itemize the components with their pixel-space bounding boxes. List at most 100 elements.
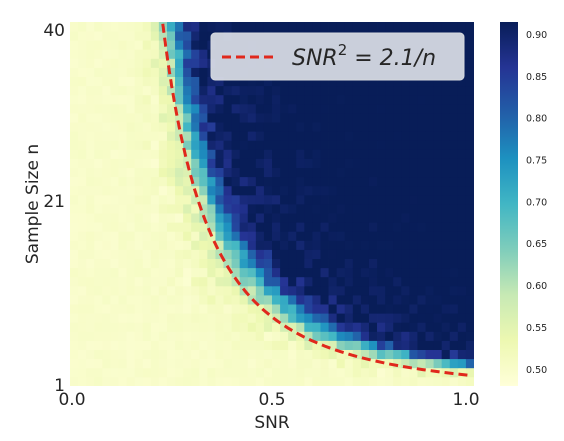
heatmap-cell bbox=[183, 258, 192, 269]
heatmap-cell bbox=[231, 276, 241, 287]
heatmap-cell bbox=[118, 58, 127, 68]
heatmap-cell bbox=[288, 358, 297, 369]
heatmap-cell bbox=[409, 258, 418, 269]
heatmap-cell bbox=[239, 113, 249, 123]
heatmap-cell bbox=[94, 67, 103, 77]
heatmap-cell bbox=[247, 285, 257, 296]
heatmap-cell bbox=[272, 258, 281, 269]
heatmap-cell bbox=[166, 131, 176, 141]
heatmap-cell bbox=[385, 322, 394, 332]
heatmap-cell bbox=[320, 213, 329, 223]
heatmap-cell bbox=[223, 231, 232, 241]
heatmap-cell bbox=[409, 176, 418, 187]
heatmap-cell bbox=[158, 285, 168, 296]
heatmap-cell bbox=[126, 322, 136, 332]
heatmap-cell bbox=[425, 113, 434, 123]
heatmap-cell bbox=[433, 158, 443, 168]
heatmap-cell bbox=[312, 131, 321, 141]
heatmap-cell bbox=[449, 295, 459, 305]
heatmap-cell bbox=[352, 22, 362, 32]
heatmap-cell bbox=[368, 113, 378, 123]
heatmap-cell bbox=[465, 204, 474, 214]
heatmap-cell bbox=[385, 340, 394, 350]
heatmap-cell bbox=[401, 176, 410, 187]
heatmap-cell bbox=[401, 222, 410, 232]
heatmap-cell bbox=[126, 149, 136, 159]
heatmap-cell bbox=[457, 113, 467, 123]
heatmap-cell bbox=[166, 40, 176, 50]
heatmap-cell bbox=[393, 276, 402, 287]
heatmap-cell bbox=[215, 376, 224, 386]
heatmap-cell bbox=[409, 322, 418, 332]
heatmap-cell bbox=[272, 313, 281, 323]
heatmap-cell bbox=[344, 122, 354, 132]
heatmap-cell bbox=[134, 204, 144, 214]
heatmap-cell bbox=[191, 204, 200, 214]
heatmap-cell bbox=[247, 276, 257, 287]
heatmap-cell bbox=[272, 131, 281, 141]
heatmap-cell bbox=[70, 267, 79, 278]
heatmap-cell bbox=[409, 103, 418, 114]
heatmap-cell bbox=[272, 194, 281, 205]
heatmap-cell bbox=[247, 222, 257, 232]
heatmap-cell bbox=[409, 285, 418, 296]
heatmap-cell bbox=[352, 367, 362, 378]
heatmap-cell bbox=[401, 340, 410, 350]
heatmap-cell bbox=[150, 140, 160, 150]
heatmap-cell bbox=[118, 313, 127, 323]
heatmap-cell bbox=[150, 313, 160, 323]
heatmap-cell bbox=[280, 167, 289, 178]
heatmap-cell bbox=[352, 267, 362, 278]
heatmap-cell bbox=[377, 376, 386, 386]
heatmap-cell bbox=[255, 204, 265, 214]
heatmap-cell bbox=[86, 176, 95, 187]
heatmap-cell bbox=[215, 122, 224, 132]
heatmap-cell bbox=[126, 249, 136, 259]
heatmap-cell bbox=[288, 304, 297, 314]
heatmap-cell bbox=[247, 158, 257, 168]
heatmap-cell bbox=[239, 176, 249, 187]
heatmap-cell bbox=[385, 131, 394, 141]
heatmap-cell bbox=[86, 194, 95, 205]
heatmap-cell bbox=[352, 258, 362, 269]
heatmap-cell bbox=[272, 285, 281, 296]
heatmap-cell bbox=[320, 113, 329, 123]
heatmap-cell bbox=[352, 76, 362, 87]
heatmap-cell bbox=[231, 176, 241, 187]
heatmap-cell bbox=[102, 76, 111, 87]
heatmap-cell bbox=[199, 58, 208, 68]
colorbar-ticks: 0.500.550.600.650.700.750.800.850.90 bbox=[526, 30, 547, 376]
heatmap-cell bbox=[175, 40, 184, 50]
heatmap-cell bbox=[70, 258, 79, 269]
heatmap-cell bbox=[457, 276, 467, 287]
heatmap-cell bbox=[368, 94, 378, 105]
heatmap-cell bbox=[134, 376, 144, 386]
heatmap-cell bbox=[457, 194, 467, 205]
heatmap-cell bbox=[223, 340, 232, 350]
heatmap-cell bbox=[352, 340, 362, 350]
heatmap-cell bbox=[207, 94, 216, 105]
heatmap-cell bbox=[247, 331, 257, 341]
heatmap-cell bbox=[110, 49, 119, 59]
heatmap-cell bbox=[465, 285, 474, 296]
heatmap-cell bbox=[199, 295, 208, 305]
heatmap-cell bbox=[247, 231, 257, 241]
heatmap-cell bbox=[150, 367, 160, 378]
heatmap-cell bbox=[207, 140, 216, 150]
heatmap-cell bbox=[215, 313, 224, 323]
heatmap-cell bbox=[199, 313, 208, 323]
heatmap-cell bbox=[272, 304, 281, 314]
heatmap-cell bbox=[296, 322, 305, 332]
heatmap-cell bbox=[296, 249, 305, 259]
heatmap-cell bbox=[441, 222, 451, 232]
heatmap-cell bbox=[320, 103, 329, 114]
heatmap-cell bbox=[344, 285, 354, 296]
heatmap-cell bbox=[78, 204, 87, 214]
heatmap-cell bbox=[360, 240, 370, 250]
heatmap-cell bbox=[449, 285, 459, 296]
heatmap-cell bbox=[191, 222, 200, 232]
heatmap-cell bbox=[239, 85, 249, 96]
heatmap-cell bbox=[320, 267, 329, 278]
heatmap-cell bbox=[223, 322, 232, 332]
heatmap-cell bbox=[223, 113, 232, 123]
